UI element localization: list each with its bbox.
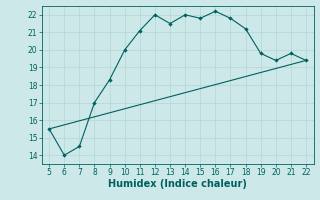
X-axis label: Humidex (Indice chaleur): Humidex (Indice chaleur) (108, 179, 247, 189)
